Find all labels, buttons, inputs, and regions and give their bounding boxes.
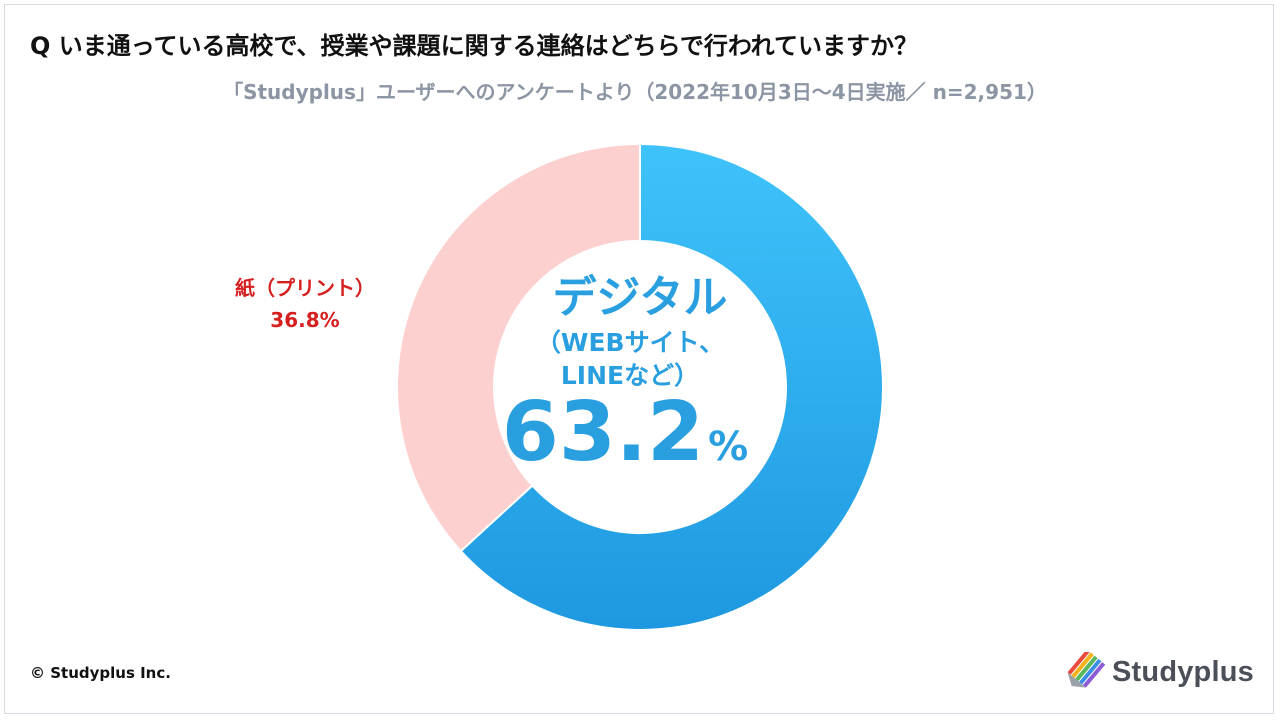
digital-label: デジタル: [552, 272, 727, 323]
logo-text: Studyplus: [1112, 655, 1254, 688]
digital-sub-label-2: LINEなど）: [561, 361, 699, 390]
question-title: Q いま通っている高校で、授業や課題に関する連絡はどちらで行われていますか？: [30, 32, 918, 60]
digital-value-group: 63.2%: [502, 385, 748, 480]
slice-digital: [459, 142, 884, 631]
pencil-stripes-icon: [1067, 652, 1106, 688]
paper-value: 36.8%: [270, 308, 339, 332]
digital-sub-label-1: （WEBサイト、: [536, 328, 724, 357]
paper-label: 紙（プリント）: [235, 276, 375, 300]
survey-subtitle: 「Studyplus」ユーザーへのアンケートより（2022年10月3日〜4日実施…: [223, 80, 1047, 104]
copyright: © Studyplus Inc.: [30, 664, 171, 682]
chart-frame: [4, 4, 1274, 714]
digital-value-unit: %: [708, 424, 748, 470]
digital-value: 63.2: [502, 385, 704, 480]
slice-paper: [396, 142, 641, 553]
studyplus-logo: Studyplus: [1066, 652, 1254, 692]
